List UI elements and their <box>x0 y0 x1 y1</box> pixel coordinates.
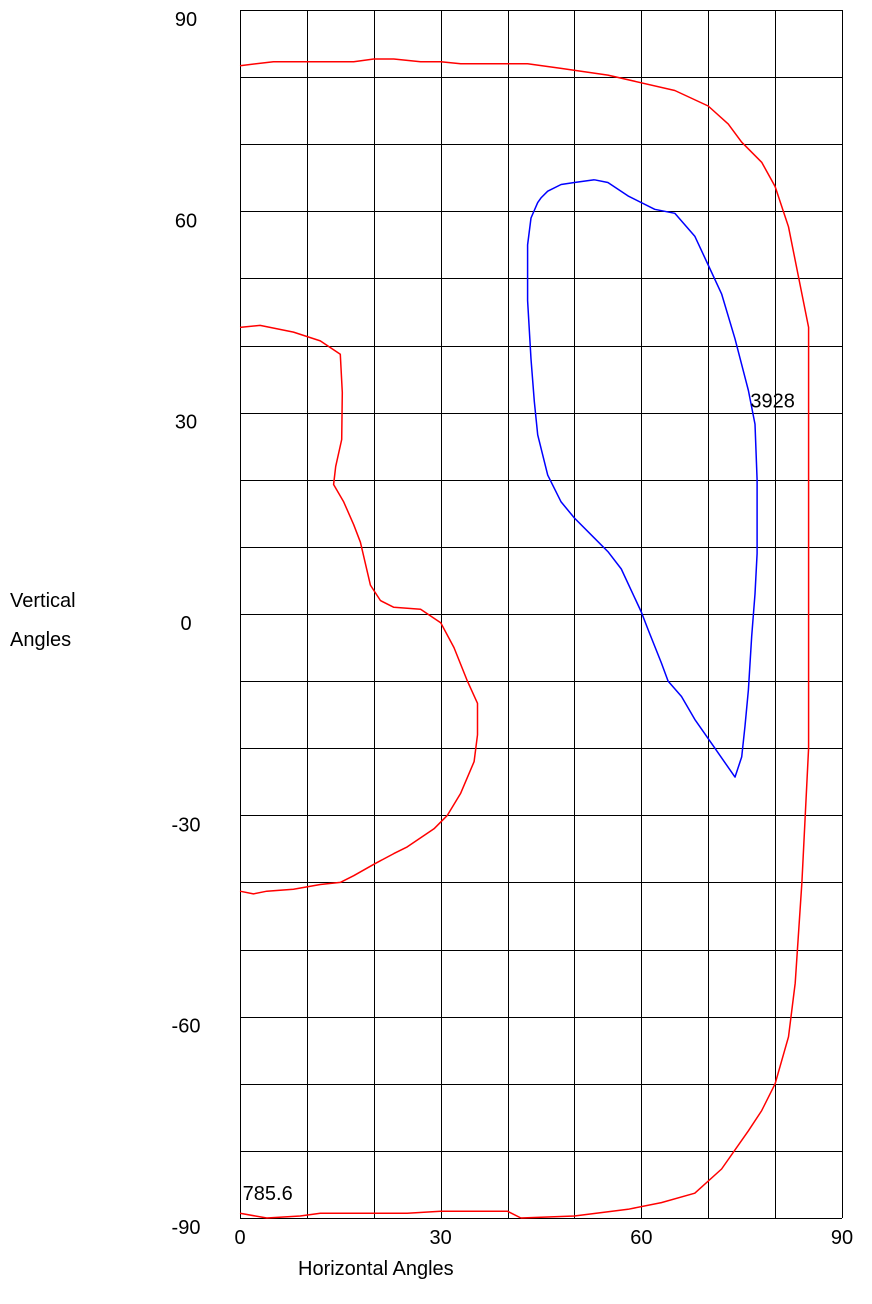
contour-785.6 <box>239 58 810 1219</box>
x-tick-label: 30 <box>430 1227 452 1249</box>
y-axis-label-line-1: Vertical <box>10 590 76 612</box>
x-tick-label: 60 <box>630 1227 652 1249</box>
contour-value-label: 3928 <box>750 390 795 412</box>
x-tick-label: 0 <box>234 1227 245 1249</box>
contour-value-label: 785.6 <box>243 1183 293 1205</box>
y-tick-label: 60 <box>175 210 197 232</box>
contour-series <box>239 58 810 1219</box>
contour-line <box>526 179 758 778</box>
contour-labels: 785.6 3928 <box>243 390 795 1205</box>
contour-line <box>239 324 479 895</box>
y-tick-label: -90 <box>172 1217 201 1239</box>
x-axis-label: Horizontal Angles <box>298 1258 454 1280</box>
y-tick-label: 30 <box>175 412 197 434</box>
y-tick-label: -30 <box>172 814 201 836</box>
contour-3928 <box>526 179 758 778</box>
x-axis-ticks: 0 30 60 90 <box>234 1227 853 1249</box>
y-tick-label: 90 <box>175 9 197 31</box>
y-axis-ticks: 90 60 30 0 -30 -60 -90 <box>172 9 201 1239</box>
horizontal-gridlines <box>240 10 842 1219</box>
y-tick-label: -60 <box>172 1016 201 1038</box>
y-tick-label: 0 <box>180 613 191 635</box>
contour-line <box>239 1210 522 1219</box>
y-axis-label-line-2: Angles <box>10 629 71 651</box>
contour-line <box>239 58 810 1219</box>
x-tick-label: 90 <box>831 1227 853 1249</box>
